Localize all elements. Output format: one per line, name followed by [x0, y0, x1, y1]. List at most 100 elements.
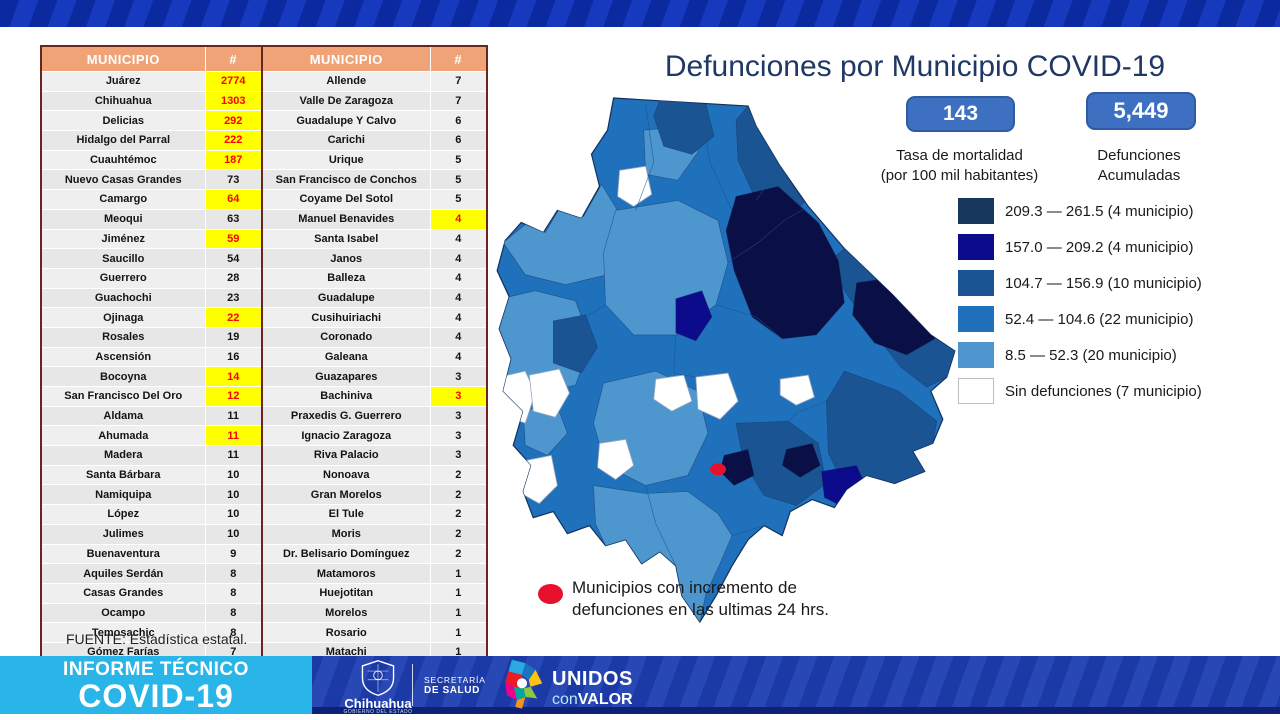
unidos-con-valor-wordmark: UNIDOS conVALOR: [552, 668, 633, 708]
municipio-value-cell: 9: [204, 543, 263, 565]
municipio-value-cell: 10: [204, 504, 263, 525]
table-row: Saucillo 54 Janos 4: [40, 248, 488, 269]
municipio-name-cell: Galeana: [261, 346, 431, 368]
municipio-name-cell: Guerrero: [40, 267, 206, 289]
table-row: Meoqui 63 Manuel Benavides 4: [40, 208, 488, 230]
legend-label: 157.0 — 209.2 (4 municipio): [1005, 238, 1194, 256]
mortality-rate-label: Tasa de mortalidad (por 100 mil habitant…: [880, 147, 1039, 184]
municipio-name-cell: Santa Isabel: [261, 228, 431, 250]
choropleth-legend: 209.3 — 261.5 (4 municipio) 157.0 — 209.2…: [958, 198, 1258, 414]
municipio-value-cell: 10: [204, 523, 263, 545]
municipio-name-cell: Janos: [261, 248, 431, 269]
municipio-name-cell: Aldama: [40, 405, 206, 427]
table-row: Jiménez 59 Santa Isabel 4: [40, 228, 488, 250]
table-row: Aldama 11 Praxedis G. Guerrero 3: [40, 405, 488, 427]
municipio-name-cell: Juárez: [40, 71, 206, 92]
municipio-value-cell: 4: [429, 248, 488, 269]
municipio-value-cell: 1303: [204, 90, 263, 112]
legend-color-swatch: [958, 342, 994, 368]
municipio-value-cell: 4: [429, 208, 488, 230]
municipio-name-cell: Aquiles Serdán: [40, 563, 206, 584]
unidos-con-valor-icon: [505, 659, 543, 709]
table-row: Julimes 10 Moris 2: [40, 523, 488, 545]
footer-divider: [412, 664, 413, 706]
municipio-name-cell: Bocoyna: [40, 366, 206, 387]
municipio-value-cell: 2: [429, 504, 488, 525]
footer-bar: INFORME TÉCNICO COVID-19 Chihuahua GOBIE…: [0, 656, 1280, 715]
legend-item: 157.0 — 209.2 (4 municipio): [958, 234, 1258, 260]
municipio-value-cell: 3: [429, 405, 488, 427]
municipio-value-cell: 8: [204, 582, 263, 604]
column-header: #: [204, 45, 263, 72]
table-row: Ascensión 16 Galeana 4: [40, 346, 488, 368]
table-row: Camargo 64 Coyame Del Sotol 5: [40, 189, 488, 210]
covid19-line: COVID-19: [78, 678, 234, 714]
chihuahua-choropleth-map: [496, 97, 956, 624]
secretaria-de-salud: SECRETARÍA DE SALUD: [424, 675, 486, 696]
table-row: Chihuahua 1303 Valle De Zaragoza 7: [40, 90, 488, 112]
municipio-value-cell: 4: [429, 307, 488, 328]
municipio-value-cell: 2: [429, 464, 488, 486]
municipio-value-cell: 222: [204, 130, 263, 151]
accumulated-deaths-badge: 5,449: [1086, 92, 1196, 130]
legend-label: 52.4 — 104.6 (22 municipio): [1005, 310, 1194, 328]
municipio-value-cell: 1: [429, 563, 488, 584]
table-row: Casas Grandes 8 Huejotitan 1: [40, 582, 488, 604]
legend-item: 209.3 — 261.5 (4 municipio): [958, 198, 1258, 224]
municipio-value-cell: 2: [429, 523, 488, 545]
municipio-value-cell: 8: [204, 563, 263, 584]
table-row: Rosales 19 Coronado 4: [40, 326, 488, 348]
legend-label: 104.7 — 156.9 (10 municipio): [1005, 274, 1202, 292]
municipio-value-cell: 63: [204, 208, 263, 230]
municipio-value-cell: 11: [204, 445, 263, 466]
municipio-name-cell: San Francisco Del Oro: [40, 386, 206, 407]
municipio-value-cell: 14: [204, 366, 263, 387]
table-row: San Francisco Del Oro 12 Bachiniva 3: [40, 386, 488, 407]
municipio-value-cell: 4: [429, 267, 488, 289]
municipio-value-cell: 2: [429, 543, 488, 565]
municipio-name-cell: Valle De Zaragoza: [261, 90, 431, 112]
table-row: Aquiles Serdán 8 Matamoros 1: [40, 563, 488, 584]
municipio-value-cell: 6: [429, 130, 488, 151]
municipio-name-cell: Cusihuiriachi: [261, 307, 431, 328]
legend-item: 8.5 — 52.3 (20 municipio): [958, 342, 1258, 368]
column-header: MUNICIPIO: [261, 45, 431, 72]
municipio-name-cell: Coronado: [261, 326, 431, 348]
municipio-value-cell: 292: [204, 110, 263, 132]
municipio-name-cell: Julimes: [40, 523, 206, 545]
table-row: Juárez 2774 Allende 7: [40, 71, 488, 92]
municipio-name-cell: Manuel Benavides: [261, 208, 431, 230]
municipio-name-cell: Delicias: [40, 110, 206, 132]
footer-bottom-strip: [312, 707, 1280, 714]
gov-logo-name: Chihuahua: [344, 696, 412, 711]
increase-note: Municipios con incremento de defunciones…: [572, 578, 830, 619]
municipio-value-cell: 11: [204, 405, 263, 427]
municipio-name-cell: Cuauhtémoc: [40, 149, 206, 171]
source-note: FUENTE: Estadística estatal.: [66, 631, 248, 647]
table-row: Madera 11 Riva Palacio 3: [40, 445, 488, 466]
municipio-name-cell: Urique: [261, 149, 431, 171]
municipio-name-cell: Allende: [261, 71, 431, 92]
municipio-value-cell: 3: [429, 445, 488, 466]
municipio-value-cell: 8: [204, 602, 263, 624]
municipio-name-cell: Dr. Belisario Domínguez: [261, 543, 431, 565]
municipio-name-cell: Namiquipa: [40, 484, 206, 506]
legend-item: 52.4 — 104.6 (22 municipio): [958, 306, 1258, 332]
municipio-name-cell: Saucillo: [40, 248, 206, 269]
municipio-value-cell: 3: [429, 366, 488, 387]
red-dot-icon: [538, 584, 563, 604]
municipio-value-cell: 4: [429, 326, 488, 348]
municipio-value-cell: 8: [204, 622, 263, 643]
gov-logo-subtitle: GOBIERNO DEL ESTADO: [343, 709, 413, 715]
legend-label: Sin defunciones (7 municipio): [1005, 382, 1202, 400]
legend-color-swatch: [958, 198, 994, 224]
municipio-name-cell: Praxedis G. Guerrero: [261, 405, 431, 427]
municipio-name-cell: Matamoros: [261, 563, 431, 584]
municipio-name-cell: Rosario: [261, 622, 431, 643]
municipio-value-cell: 5: [429, 189, 488, 210]
municipio-table-panel: MUNICIPIO # MUNICIPIO # Juárez 2774 Allende 7 C…: [40, 45, 488, 664]
municipio-name-cell: Santa Bárbara: [40, 464, 206, 486]
top-striped-band: [0, 0, 1280, 27]
municipio-table: MUNICIPIO # MUNICIPIO # Juárez 2774 Allende 7 C…: [40, 45, 488, 664]
informe-tecnico-block: INFORME TÉCNICO COVID-19: [0, 656, 312, 714]
